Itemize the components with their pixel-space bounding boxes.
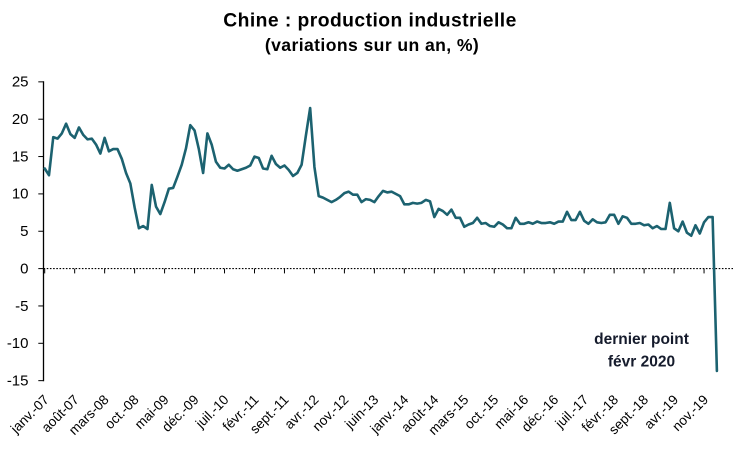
svg-text:févr 2020: févr 2020 xyxy=(608,354,675,371)
svg-text:-15: -15 xyxy=(7,372,29,389)
svg-text:dernier point: dernier point xyxy=(594,331,689,348)
svg-text:0: 0 xyxy=(20,260,28,277)
svg-text:15: 15 xyxy=(12,148,29,165)
svg-text:25: 25 xyxy=(12,74,29,91)
svg-text:Chine : production industriell: Chine : production industrielle xyxy=(223,11,517,32)
svg-text:-5: -5 xyxy=(15,298,28,315)
svg-text:5: 5 xyxy=(20,223,28,240)
svg-text:10: 10 xyxy=(12,186,29,203)
svg-text:20: 20 xyxy=(12,111,29,128)
svg-text:-10: -10 xyxy=(7,335,29,352)
svg-text:(variations sur un an, %): (variations sur un an, %) xyxy=(265,35,479,55)
